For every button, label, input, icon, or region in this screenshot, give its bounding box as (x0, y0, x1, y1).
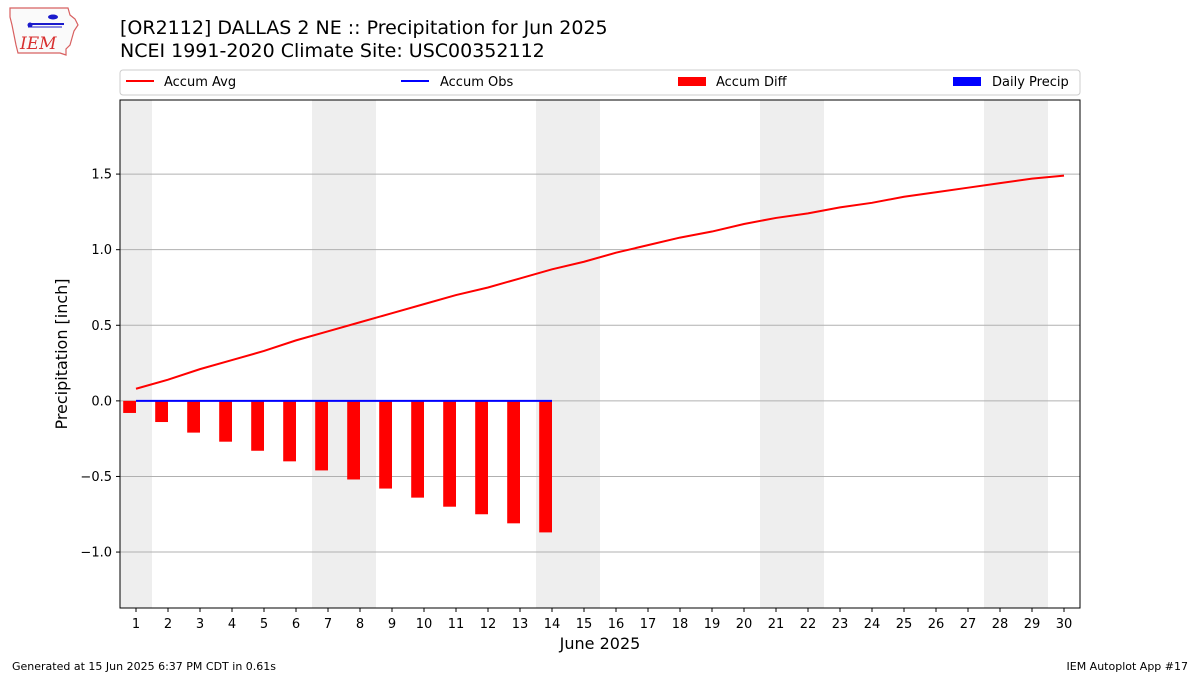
x-axis-ticks: 1 2 3 4 5 6 7 8 9 10 11 12 13 14 15 16 17 18 19 20 21 22 23 24 2… (132, 608, 1072, 632)
x-tick-label: 7 (324, 617, 332, 632)
accum-diff-bar (507, 400, 520, 524)
x-tick-label: 27 (960, 617, 977, 632)
x-tick-label: 21 (768, 617, 785, 632)
x-tick-label: 24 (864, 617, 881, 632)
y-tick-label: 1.5 (91, 168, 112, 183)
x-tick-label: 3 (196, 617, 204, 632)
x-tick-label: 19 (704, 617, 721, 632)
accum-diff-bar (539, 400, 552, 533)
y-axis-label: Precipitation [inch] (52, 278, 71, 429)
footer-app-text: IEM Autoplot App #17 (1066, 660, 1189, 673)
accum-diff-bar (443, 400, 456, 507)
series-lines (135, 174, 1065, 402)
legend-label-accum-obs: Accum Obs (440, 75, 513, 90)
x-tick-label: 12 (480, 617, 497, 632)
x-tick-label: 18 (672, 617, 689, 632)
accum-diff-bar (283, 400, 296, 462)
chart-title: [OR2112] DALLAS 2 NE :: Precipitation fo… (120, 17, 608, 39)
x-tick-label: 9 (388, 617, 396, 632)
x-tick-label: 13 (512, 617, 529, 632)
logo-text: IEM (19, 34, 57, 54)
x-tick-label: 22 (800, 617, 817, 632)
iowa-outline-icon (9, 7, 79, 56)
legend-swatch-daily-precip (953, 77, 981, 86)
accum-diff-bar (251, 400, 264, 451)
y-tick-label: −1.0 (80, 546, 112, 561)
x-axis-label: June 2025 (559, 634, 641, 653)
accum-avg-line (135, 174, 1065, 390)
logo-cloud-icon (48, 14, 58, 20)
accum-diff-bar (219, 400, 232, 442)
x-tick-label: 4 (228, 617, 236, 632)
legend-label-daily-precip: Daily Precip (992, 75, 1069, 90)
footer-generated-text: Generated at 15 Jun 2025 6:37 PM CDT in … (12, 660, 277, 673)
accum-diff-bars (123, 400, 552, 533)
weekend-band (984, 100, 1048, 608)
x-tick-label: 16 (608, 617, 625, 632)
x-tick-label: 17 (640, 617, 657, 632)
y-tick-label: 0.0 (91, 394, 112, 409)
accum-diff-bar (411, 400, 424, 498)
x-tick-label: 2 (164, 617, 172, 632)
weekend-band (760, 100, 824, 608)
x-tick-label: 30 (1056, 617, 1073, 632)
x-tick-label: 15 (576, 617, 593, 632)
x-tick-label: 11 (448, 617, 465, 632)
chart-subtitle: NCEI 1991-2020 Climate Site: USC00352112 (120, 40, 545, 62)
legend: Accum Avg Accum Obs Accum Diff Daily Pre… (119, 69, 1081, 96)
legend-box (119, 69, 1081, 96)
x-tick-label: 25 (896, 617, 913, 632)
weekend-bands (120, 100, 1048, 608)
x-tick-label: 26 (928, 617, 945, 632)
x-tick-label: 14 (544, 617, 561, 632)
y-tick-label: −0.5 (80, 470, 112, 485)
logo-dot-icon (27, 22, 33, 28)
accum-diff-bar (347, 400, 360, 480)
legend-swatch-accum-diff (678, 77, 706, 86)
x-tick-label: 8 (356, 617, 364, 632)
iem-logo: IEM (9, 7, 79, 56)
x-tick-label: 28 (992, 617, 1009, 632)
x-tick-label: 6 (292, 617, 300, 632)
x-tick-label: 29 (1024, 617, 1041, 632)
accum-diff-bar (475, 400, 488, 515)
accum-diff-bar (187, 400, 200, 433)
x-tick-label: 1 (132, 617, 140, 632)
x-tick-label: 5 (260, 617, 268, 632)
accum-diff-bar (155, 400, 168, 423)
accum-diff-bar (123, 400, 136, 413)
weekend-band (120, 100, 152, 608)
y-tick-label: 1.0 (91, 243, 112, 258)
accum-diff-bar (315, 400, 328, 471)
accum-diff-bar (379, 400, 392, 489)
weekend-band (312, 100, 376, 608)
x-tick-label: 23 (832, 617, 849, 632)
plot-frame (119, 99, 1081, 609)
y-axis-ticks: −1.0 −0.5 0.0 0.5 1.0 1.5 (80, 168, 120, 561)
legend-label-accum-diff: Accum Diff (716, 75, 788, 90)
y-tick-label: 0.5 (91, 319, 112, 334)
x-tick-label: 20 (736, 617, 753, 632)
legend-label-accum-avg: Accum Avg (164, 75, 236, 90)
x-tick-label: 10 (416, 617, 433, 632)
